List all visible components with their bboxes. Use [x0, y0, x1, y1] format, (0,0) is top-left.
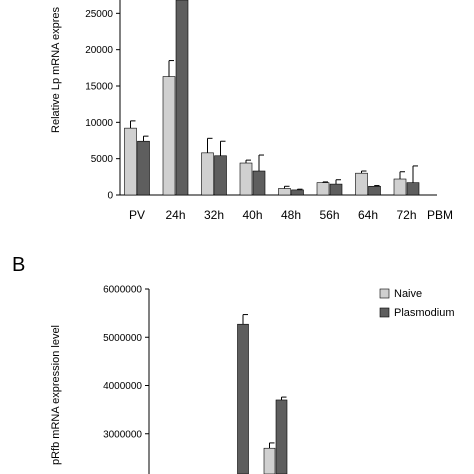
legend-swatch-naive [379, 288, 390, 299]
panel-a-bar [291, 189, 304, 196]
panel-a-bar [162, 76, 176, 196]
panel-a-category-label: 56h [319, 208, 339, 222]
legend-label-naive: Naive [394, 288, 422, 300]
legend-swatch-plasmodium [379, 307, 390, 318]
panel-a-bar [124, 127, 137, 196]
panel-a-bar [393, 178, 407, 196]
panel-b-y-tick-label: 3000000 [103, 429, 142, 440]
panel-b-label: B [12, 254, 25, 276]
panel-a-y-tick-label: 10000 [85, 118, 113, 129]
panel-a-bar [201, 152, 214, 196]
panel-a-category-label: 40h [242, 208, 262, 222]
panel-a-category-label: 48h [281, 208, 301, 222]
panel-b-y-axis-label: pRfb mRNA expression level [50, 325, 62, 465]
panel-a-bar [137, 140, 150, 196]
panel-a-category-label: PV [129, 208, 145, 222]
panel-b-y-tick-label: 4000000 [103, 381, 142, 392]
panel-a-y-tick-label: 15000 [85, 82, 113, 93]
panel-a-category-label: 72h [396, 208, 416, 222]
panel-a-bar [329, 183, 343, 196]
panel-b-y-tick-label: 5000000 [103, 333, 142, 344]
panel-a-category-label: 64h [358, 208, 378, 222]
panel-b-bar [263, 447, 276, 474]
panel-a-category-label: 32h [204, 208, 224, 222]
panel-a-bar [368, 185, 381, 196]
panel-a-bar [239, 162, 253, 196]
panel-a-y-tick-label: 25000 [85, 9, 113, 20]
panel-b-bar [275, 399, 288, 474]
panel-a-y-tick-label: 20000 [85, 45, 113, 56]
panel-a-y-tick-label: 0 [107, 191, 113, 202]
legend-label-plasmodium: Plasmodium [394, 307, 455, 319]
panel-b-bar [237, 323, 249, 474]
panel-a-bar [316, 182, 330, 196]
panel-a-y-tick-label: 5000 [91, 154, 114, 165]
panel-a-bar [355, 172, 368, 196]
panel-a-bar [214, 155, 227, 196]
panel-a-y-axis-label: Relative Lp mRNA expres [50, 7, 62, 133]
panel-a-bar [175, 0, 189, 196]
panel-a-x-unit: PBM [427, 208, 453, 222]
panel-b-chart: 3000000 4000000 5000000 6000000 pRfb mRNA e… [50, 285, 455, 474]
panel-a-category-label: 24h [165, 208, 185, 222]
panel-a-bar [252, 170, 266, 196]
panel-a-bar [278, 188, 291, 196]
panel-a-chart: 0 5000 10000 15000 20000 25000 PV 24h 32h 40h 48h… [50, 0, 453, 222]
panel-b-legend: Naive Plasmodium [379, 288, 455, 319]
panel-b-y-tick-label: 6000000 [103, 285, 142, 296]
panel-a-bar [406, 182, 420, 196]
